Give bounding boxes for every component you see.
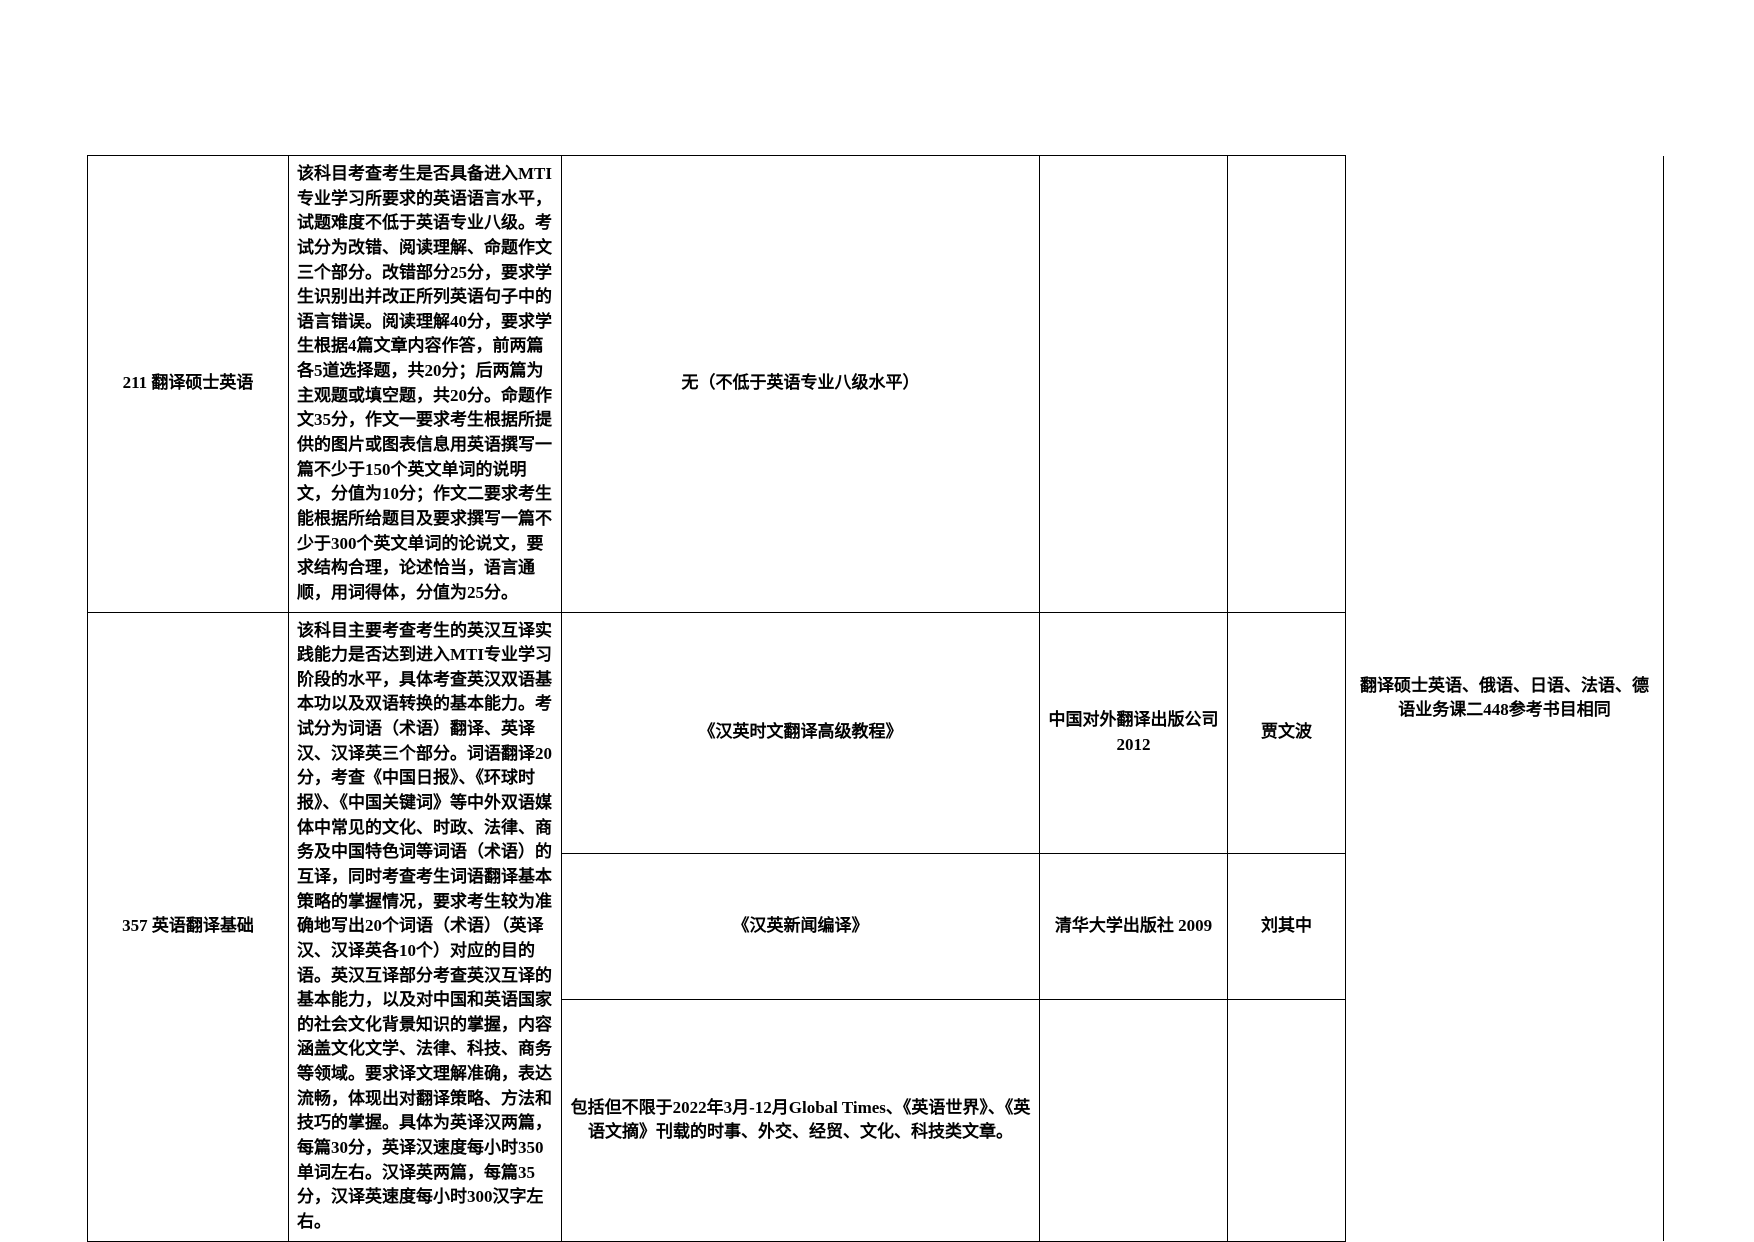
author: 刘其中: [1228, 854, 1346, 1000]
subject-code: 357 英语翻译基础: [88, 612, 289, 1241]
subject-desc: 该科目主要考查考生的英汉互译实践能力是否达到进入MTI专业学习阶段的水平，具体考…: [289, 612, 562, 1241]
reference-title: 无（不低于英语专业八级水平）: [562, 156, 1040, 613]
author: 贾文波: [1228, 612, 1346, 854]
reference-title: 《汉英时文翻译高级教程》: [562, 612, 1040, 854]
publisher: 清华大学出版社 2009: [1040, 854, 1228, 1000]
reference-title: 包括但不限于2022年3月-12月Global Times、《英语世界》、《英语…: [562, 1000, 1040, 1242]
reference-table: 211 翻译硕士英语 该科目考查考生是否具备进入MTI专业学习所要求的英语语言水…: [87, 155, 1664, 1242]
subject-code: 211 翻译硕士英语: [88, 156, 289, 613]
note: 翻译硕士英语、俄语、日语、法语、德语业务课二448参考书目相同: [1346, 156, 1664, 1242]
subject-desc: 该科目考查考生是否具备进入MTI专业学习所要求的英语语言水平，试题难度不低于英语…: [289, 156, 562, 613]
publisher: 中国对外翻译出版公司 2012: [1040, 612, 1228, 854]
author: [1228, 156, 1346, 613]
publisher: [1040, 1000, 1228, 1242]
page-container: 211 翻译硕士英语 该科目考查考生是否具备进入MTI专业学习所要求的英语语言水…: [0, 0, 1754, 1240]
table-row: 211 翻译硕士英语 该科目考查考生是否具备进入MTI专业学习所要求的英语语言水…: [88, 156, 1664, 613]
author: [1228, 1000, 1346, 1242]
publisher: [1040, 156, 1228, 613]
reference-title: 《汉英新闻编译》: [562, 854, 1040, 1000]
